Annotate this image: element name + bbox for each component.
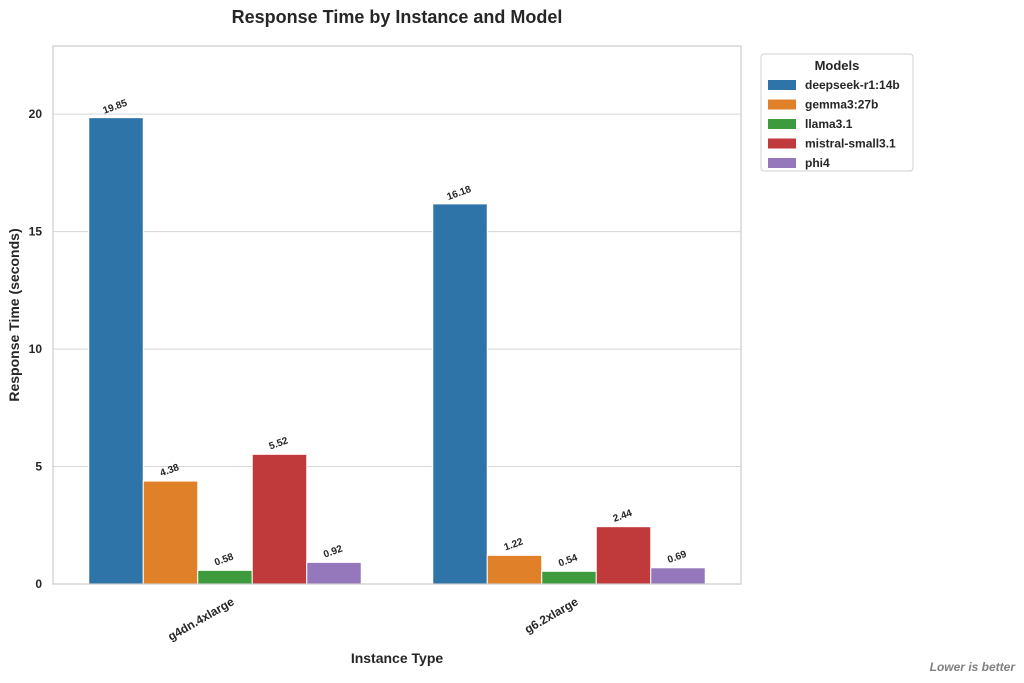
legend: Models deepseek-r1:14b gemma3:27b llama3.1 m… — [760, 53, 914, 172]
chart-title: Response Time by Instance and Model — [232, 7, 563, 27]
legend-box — [760, 53, 914, 172]
legend-swatch — [768, 80, 796, 90]
legend-entry: llama3.1 — [805, 117, 853, 131]
x-tick-label: g4dn.4xlarge — [165, 594, 236, 643]
legend-swatch — [768, 119, 796, 129]
y-tick-label: 5 — [35, 460, 42, 474]
bar-phi4 — [650, 567, 706, 585]
bar-deepseek-r1:14b — [432, 203, 488, 585]
legend-entry: gemma3:27b — [805, 98, 878, 112]
bar-llama3.1 — [197, 569, 253, 585]
bar-phi4 — [306, 561, 362, 585]
legend-title: Models — [815, 58, 860, 73]
bar-gemma3:27b — [486, 554, 543, 585]
legend-entry: mistral-small3.1 — [805, 137, 896, 151]
bar-llama3.1 — [541, 570, 597, 585]
legend-swatch — [768, 99, 796, 110]
y-tick-label: 20 — [29, 107, 43, 121]
plot-frame — [52, 45, 742, 585]
y-tick-label: 15 — [29, 225, 43, 239]
x-axis-label: Instance Type — [351, 650, 444, 666]
bar-gemma3:27b — [142, 480, 199, 585]
x-tick-label: g6.2xlarge — [522, 594, 581, 636]
y-tick-label: 0 — [35, 577, 42, 591]
y-tick-label: 10 — [29, 342, 43, 356]
bar-deepseek-r1:14b — [88, 117, 144, 585]
legend-swatch — [768, 138, 796, 149]
bar-mistral-small3.1 — [251, 453, 308, 585]
y-axis-label: Response Time (seconds) — [6, 228, 22, 401]
legend-swatch — [768, 158, 796, 168]
lower-is-better-note: Lower is better — [930, 660, 1017, 674]
legend-entry: phi4 — [805, 156, 830, 170]
bar-mistral-small3.1 — [595, 526, 652, 585]
legend-entry: deepseek-r1:14b — [805, 78, 900, 92]
